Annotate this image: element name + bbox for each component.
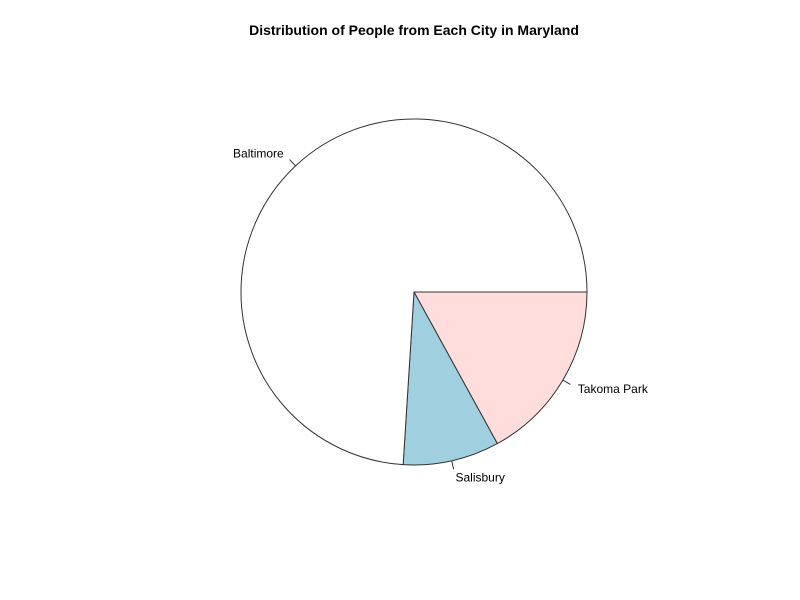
pie-slices (240, 118, 588, 466)
chart-title: Distribution of People from Each City in… (249, 22, 579, 38)
pie-slice-salisbury (402, 290, 499, 466)
pie-slice-takoma-park (413, 291, 588, 445)
pie-labels: Takoma Park Salisbury Baltimore (233, 146, 649, 484)
pie-label-tick (562, 379, 571, 385)
pie-label-tick (289, 159, 296, 167)
pie-label: Salisbury (456, 471, 505, 485)
pie-label: Baltimore (233, 146, 284, 160)
pie-label-tick (451, 460, 455, 470)
pie-label: Takoma Park (578, 382, 649, 396)
pie-slice-baltimore (240, 118, 588, 466)
